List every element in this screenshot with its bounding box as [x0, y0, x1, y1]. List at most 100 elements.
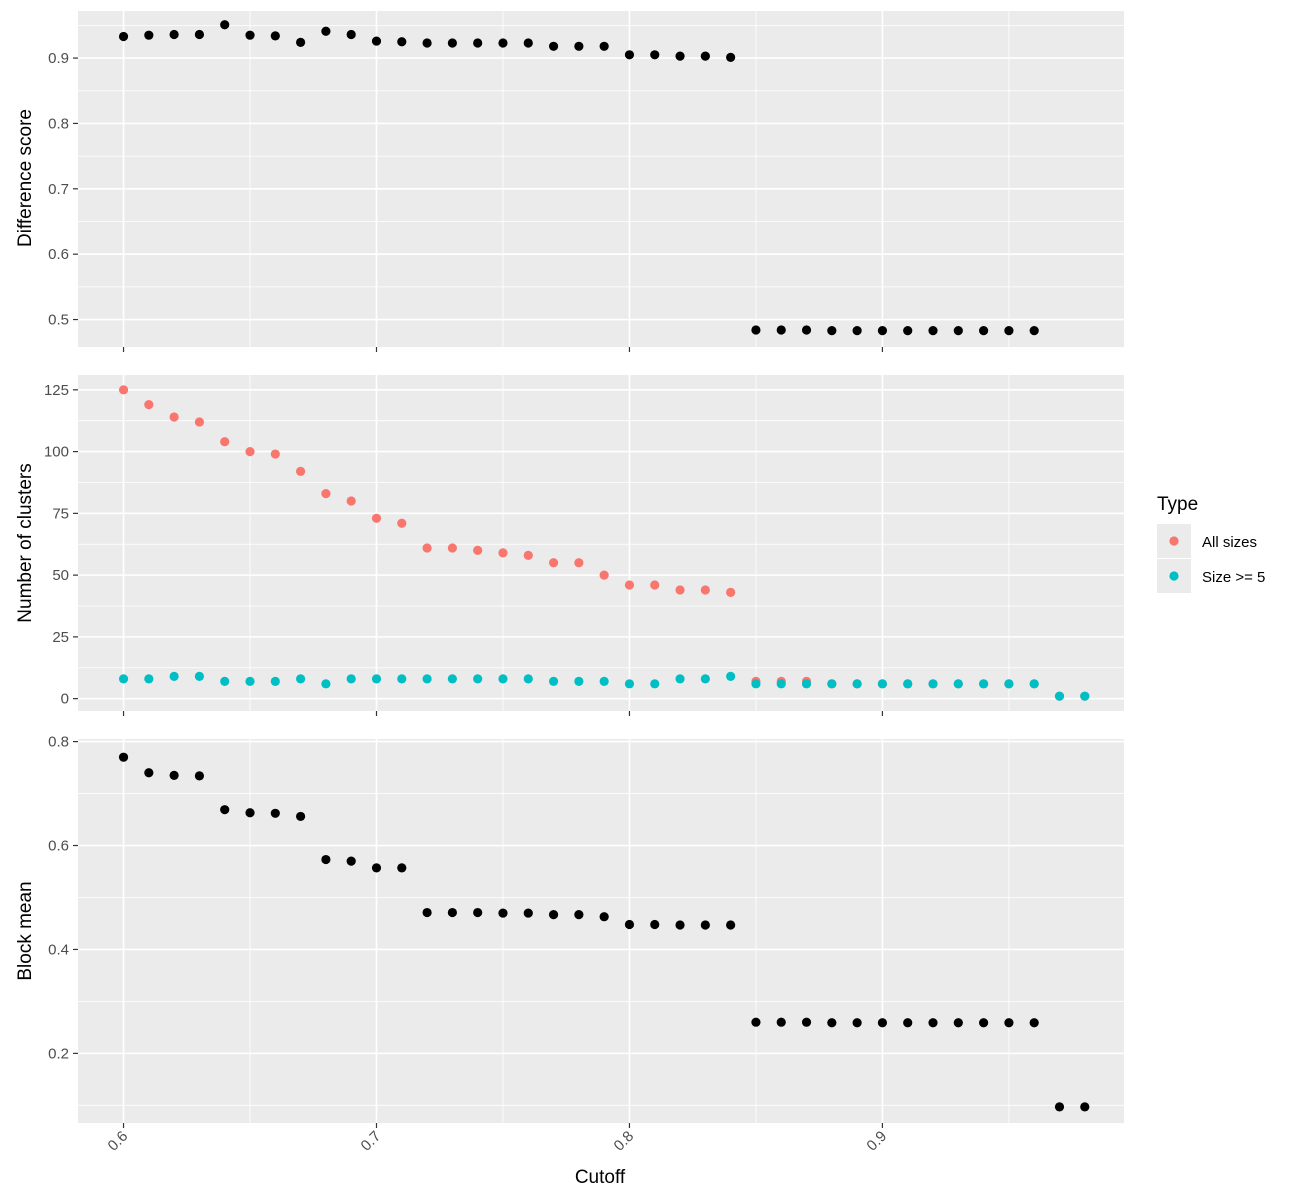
x-tick-label: 0.6: [105, 1128, 132, 1155]
data-point: [144, 768, 154, 778]
data-point: [1004, 1018, 1014, 1028]
data-point: [903, 679, 913, 689]
data-point: [548, 41, 559, 51]
data-point: [220, 805, 230, 815]
y-tick-label: 0.7: [48, 181, 69, 198]
x-tick-label: 0.7: [358, 1128, 385, 1155]
data-point: [751, 679, 761, 689]
data-point: [1029, 326, 1039, 336]
data-point: [928, 1018, 938, 1028]
panel-background: [78, 739, 1124, 1123]
data-point: [296, 811, 306, 822]
data-point: [726, 671, 736, 682]
y-tick-label: 0.6: [48, 246, 69, 263]
data-point: [118, 674, 129, 684]
y-tick-label: 25: [52, 629, 69, 646]
data-point: [473, 907, 483, 918]
data-point: [245, 30, 255, 40]
data-point: [498, 38, 508, 48]
data-point: [296, 674, 306, 684]
data-point: [118, 31, 129, 42]
data-point: [624, 580, 635, 590]
data-point: [1029, 1018, 1039, 1028]
y-tick-label: 125: [44, 382, 69, 399]
data-point: [1054, 691, 1065, 701]
y-tick-label: 0.4: [48, 941, 69, 958]
data-point: [827, 326, 837, 336]
x-tick-label: 0.9: [863, 1128, 890, 1155]
data-point: [599, 676, 609, 686]
data-point: [827, 679, 837, 689]
y-tick-label: 0.8: [48, 115, 69, 132]
data-point: [346, 496, 356, 506]
y-tick-label: 0.2: [48, 1045, 69, 1062]
data-point: [726, 52, 736, 63]
data-point: [574, 910, 584, 920]
data-point: [675, 585, 685, 595]
panel-background: [78, 11, 1124, 347]
data-point: [473, 674, 483, 684]
data-point: [574, 41, 584, 51]
data-point: [447, 674, 457, 684]
data-point: [194, 771, 205, 781]
y-tick-label: 0: [61, 691, 69, 708]
data-point: [903, 326, 913, 336]
data-point: [498, 548, 508, 558]
data-point: [169, 29, 179, 40]
data-point: [220, 437, 230, 447]
data-point: [700, 51, 710, 61]
data-point: [599, 41, 609, 51]
data-point: [827, 1018, 837, 1028]
data-point: [928, 679, 938, 689]
data-point: [751, 1017, 761, 1027]
data-point: [523, 908, 533, 918]
y-axis-title: Block mean: [15, 881, 36, 980]
data-point: [574, 558, 584, 568]
data-point: [169, 671, 179, 682]
data-point: [700, 585, 710, 595]
data-point: [346, 856, 356, 866]
data-point: [700, 674, 710, 684]
panel-clusters: 0 25 50 75 100 125 Number of clusters: [15, 375, 1124, 716]
data-point: [801, 679, 812, 689]
data-point: [169, 412, 179, 422]
data-point: [650, 919, 660, 930]
y-tick-label: 100: [44, 444, 69, 461]
series-difference-points: [118, 20, 1039, 336]
data-point: [877, 1018, 888, 1028]
data-point: [624, 679, 635, 689]
data-point: [498, 674, 508, 684]
y-tick-label: 0.6: [48, 838, 69, 855]
y-tick-label: 0.5: [48, 312, 69, 329]
data-point: [599, 912, 609, 922]
data-point: [118, 385, 129, 395]
data-point: [422, 543, 432, 553]
x-axis-title: Cutoff: [575, 1167, 626, 1188]
data-point: [144, 674, 154, 684]
data-point: [397, 863, 407, 873]
data-point: [979, 679, 989, 689]
data-point: [574, 676, 584, 686]
data-point: [776, 679, 786, 689]
data-point: [296, 466, 306, 476]
data-point: [726, 587, 736, 598]
data-point: [371, 674, 382, 684]
data-point: [801, 325, 812, 335]
data-point: [321, 679, 331, 689]
y-tick-label: 0.9: [48, 50, 69, 67]
data-point: [650, 580, 660, 590]
y-axis-title: Number of clusters: [15, 463, 36, 622]
data-point: [776, 325, 786, 335]
data-point: [321, 488, 331, 499]
data-point: [953, 326, 963, 336]
legend-label-all-sizes: All sizes: [1202, 534, 1257, 551]
panel-difference: 0.5 0.6 0.7 0.8 0.9 Difference score: [15, 11, 1124, 352]
data-point: [953, 679, 963, 689]
data-point: [422, 38, 432, 48]
panel-background: [78, 375, 1124, 711]
data-point: [447, 38, 457, 48]
data-point: [523, 38, 533, 48]
data-point: [877, 679, 888, 689]
data-point: [1080, 1102, 1090, 1112]
